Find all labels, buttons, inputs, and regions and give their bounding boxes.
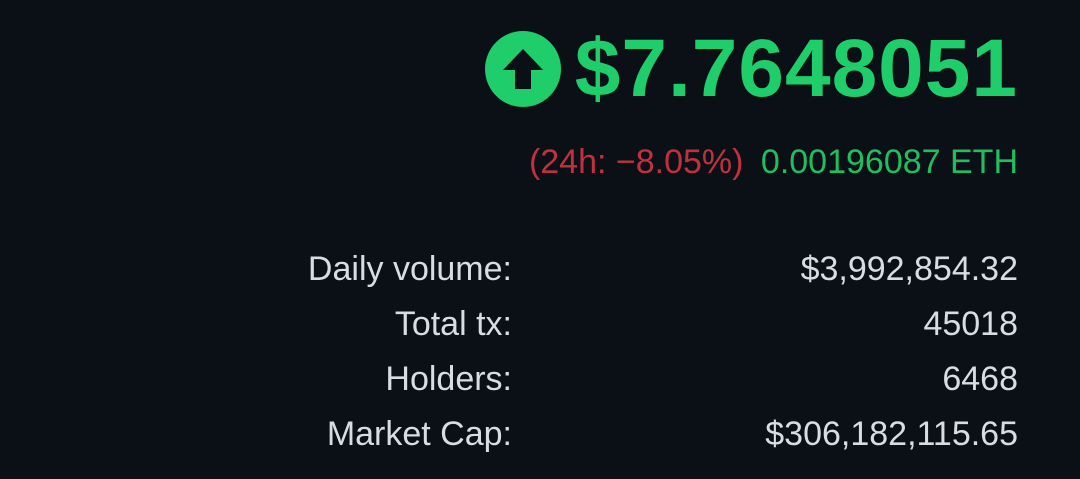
- stat-label: Market Cap:: [326, 415, 512, 453]
- price-header: $7.7648051: [484, 23, 1018, 114]
- stat-row-market-cap: Market Cap: $306,182,115.65: [0, 415, 1080, 470]
- stat-row-daily-volume: Daily volume: $3,992,854.32: [0, 250, 1080, 305]
- eth-price: 0.00196087 ETH: [760, 143, 1018, 181]
- stat-label: Total tx:: [394, 305, 512, 343]
- stat-value: $3,992,854.32: [800, 250, 1018, 288]
- change-24h: (24h: −8.05%): [528, 143, 744, 181]
- stat-label: Holders:: [385, 360, 512, 398]
- stat-row-total-tx: Total tx: 45018: [0, 305, 1080, 360]
- stats-list: Daily volume: $3,992,854.32 Total tx: 45…: [0, 250, 1080, 470]
- stat-row-holders: Holders: 6468: [0, 360, 1080, 415]
- arrow-up-circle-icon: [484, 31, 561, 107]
- token-price: $7.7648051: [574, 23, 1018, 114]
- price-change: (24h: −8.05%) 0.00196087 ETH: [529, 145, 1018, 179]
- stat-value: 45018: [923, 305, 1018, 343]
- stat-value: 6468: [942, 360, 1018, 398]
- stat-value: $306,182,115.65: [765, 415, 1018, 453]
- stat-label: Daily volume:: [307, 250, 512, 288]
